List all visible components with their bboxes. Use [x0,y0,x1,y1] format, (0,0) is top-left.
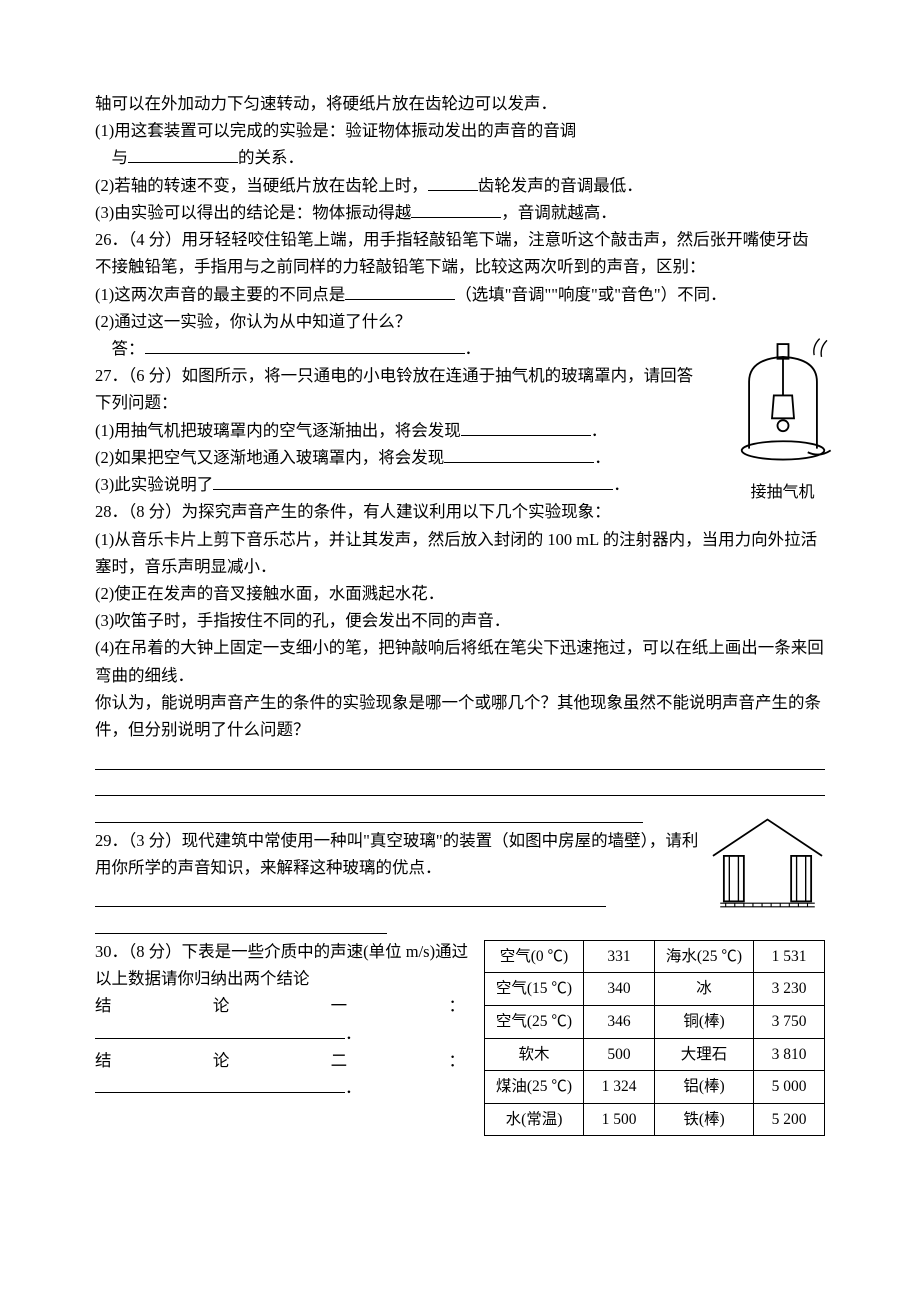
table-cell: 空气(0 ℃) [485,940,584,973]
table-cell: 340 [584,973,655,1006]
table-row: 软木500大理石3 810 [485,1038,825,1071]
q28-answer-line3[interactable] [95,800,643,822]
q25-item2-blank[interactable] [428,173,478,191]
table-cell: 3 810 [754,1038,825,1071]
exam-page: 轴可以在外加动力下匀速转动，将硬纸片放在齿轮边可以发声． (1)用这套装置可以完… [0,0,920,1300]
table-cell: 346 [584,1006,655,1039]
q25-item1-blank[interactable] [128,146,238,164]
q26-item1-pre: (1)这两次声音的最主要的不同点是 [95,285,345,304]
q25-item3-blank[interactable] [411,200,501,218]
table-row: 煤油(25 ℃)1 324铝(棒)5 000 [485,1071,825,1104]
table-row: 空气(0 ℃)331海水(25 ℃)1 531 [485,940,825,973]
table-cell: 3 230 [754,973,825,1006]
q28-item1: (1)从音乐卡片上剪下音乐芯片，并让其发声，然后放入封闭的 100 mL 的注射… [95,526,825,580]
q28-head: 28．（8 分）为探究声音产生的条件，有人建议利用以下几个实验现象： [95,498,825,525]
q27-item3-blank[interactable] [213,473,613,491]
q28-prompt: 你认为，能说明声音产生的条件的实验现象是哪一个或哪几个？其他现象虽然不能说明声音… [95,689,825,743]
q29-answer-line1[interactable] [95,885,606,907]
q25-item2: (2)若轴的转速不变，当硬纸片放在齿轮上时， 齿轮发声的音调最低． [95,172,825,199]
q26-item2-answer: 答：． [95,335,825,362]
q27-figure: 接抽气机 [720,330,845,507]
q27-item1: (1)用抽气机把玻璃罩内的空气逐渐抽出，将会发现． [95,417,825,444]
q25-item1-cont-pre: 与 [112,148,129,167]
q27-item2-blank[interactable] [444,445,594,463]
q27-block: 接抽气机 27．（6 分）如图所示，将一只通电的小电铃放在连通于抽气机的玻璃罩内… [95,362,825,498]
table-cell: 铝(棒) [655,1071,754,1104]
table-cell: 软木 [485,1038,584,1071]
q26-head: 26．（4 分）用牙轻轻咬住铅笔上端，用手指轻敲铅笔下端，注意听这个敲击声，然后… [95,226,825,280]
q28-answer-line1[interactable] [95,747,825,769]
q25-item2-pre: (2)若轴的转速不变，当硬纸片放在齿轮上时， [95,176,428,195]
table-body: 空气(0 ℃)331海水(25 ℃)1 531空气(15 ℃)340冰3 230… [485,940,825,1135]
q26-answer-label: 答： [112,339,145,358]
q25-item3-pre: (3)由实验可以得出的结论是：物体振动得越 [95,203,411,222]
table-cell: 3 750 [754,1006,825,1039]
q29-answer-line2[interactable] [95,911,387,933]
q26-item2-q: (2)通过这一实验，你认为从中知道了什么？ [95,308,825,335]
q25-item1-line2: 与 的关系． [95,144,825,171]
table-cell: 500 [584,1038,655,1071]
q27-item1-pre: (1)用抽气机把玻璃罩内的空气逐渐抽出，将会发现 [95,421,461,440]
q26-item1-post: （选填"音调""响度"或"音色"）不同． [455,285,726,304]
q28-answer-line2[interactable] [95,774,825,796]
table-cell: 煤油(25 ℃) [485,1071,584,1104]
q25-item2-post: 齿轮发声的音调最低． [478,176,643,195]
table-cell: 冰 [655,973,754,1006]
q27-item3-pre: (3)此实验说明了 [95,475,213,494]
q27-caption: 接抽气机 [720,480,845,506]
q28-item2: (2)使正在发声的音叉接触水面，水面溅起水花． [95,580,825,607]
q25-item1-post: 的关系． [238,148,304,167]
q28-item3: (3)吹笛子时，手指按住不同的孔，便会发出不同的声音． [95,607,825,634]
q26-answer-blank[interactable] [145,336,465,354]
table-cell: 1 500 [584,1103,655,1136]
q26-item1: (1)这两次声音的最主要的不同点是 （选填"音调""响度"或"音色"）不同． [95,281,825,308]
q30-table-wrap: 空气(0 ℃)331海水(25 ℃)1 531空气(15 ℃)340冰3 230… [484,940,825,1136]
table-row: 空气(15 ℃)340冰3 230 [485,973,825,1006]
q25-item3-post: ，音调就越高． [501,203,617,222]
table-cell: 水(常温) [485,1103,584,1136]
table-cell: 331 [584,940,655,973]
table-cell: 铜(棒) [655,1006,754,1039]
table-cell: 空气(15 ℃) [485,973,584,1006]
q27-item3: (3)此实验说明了． [95,471,825,498]
table-cell: 1 531 [754,940,825,973]
table-cell: 5 200 [754,1103,825,1136]
table-cell: 海水(25 ℃) [655,940,754,973]
q30-block: 空气(0 ℃)331海水(25 ℃)1 531空气(15 ℃)340冰3 230… [95,938,825,1136]
q29-block: 29．（3 分）现代建筑中常使用一种叫"真空玻璃"的装置（如图中房屋的墙壁），请… [95,827,825,934]
q30-c1-blank[interactable] [95,1021,345,1039]
q26-item1-blank[interactable] [345,282,455,300]
table-cell: 5 000 [754,1071,825,1104]
q27-head: 27．（6 分）如图所示，将一只通电的小电铃放在连通于抽气机的玻璃罩内，请回答下… [95,362,825,416]
q27-item2: (2)如果把空气又逐渐地通入玻璃罩内，将会发现． [95,444,825,471]
table-cell: 1 324 [584,1071,655,1104]
table-row: 空气(25 ℃)346铜(棒)3 750 [485,1006,825,1039]
q25-intro: 轴可以在外加动力下匀速转动，将硬纸片放在齿轮边可以发声． [95,90,825,117]
q25-item3: (3)由实验可以得出的结论是：物体振动得越 ，音调就越高． [95,199,825,226]
q29-figure [710,815,825,923]
table-cell: 铁(棒) [655,1103,754,1136]
table-row: 水(常温)1 500铁(棒)5 200 [485,1103,825,1136]
q28-item4: (4)在吊着的大钟上固定一支细小的笔，把钟敲响后将纸在笔尖下迅速拖过，可以在纸上… [95,634,825,688]
table-cell: 大理石 [655,1038,754,1071]
bell-jar-icon [728,330,838,470]
q25-item1-line1: (1)用这套装置可以完成的实验是：验证物体振动发出的声音的音调 [95,117,825,144]
q30-c2-blank[interactable] [95,1075,345,1093]
table-cell: 空气(25 ℃) [485,1006,584,1039]
sound-speed-table: 空气(0 ℃)331海水(25 ℃)1 531空气(15 ℃)340冰3 230… [484,940,825,1136]
house-icon [710,815,825,915]
q27-item2-pre: (2)如果把空气又逐渐地通入玻璃罩内，将会发现 [95,448,444,467]
q27-item1-blank[interactable] [461,418,591,436]
